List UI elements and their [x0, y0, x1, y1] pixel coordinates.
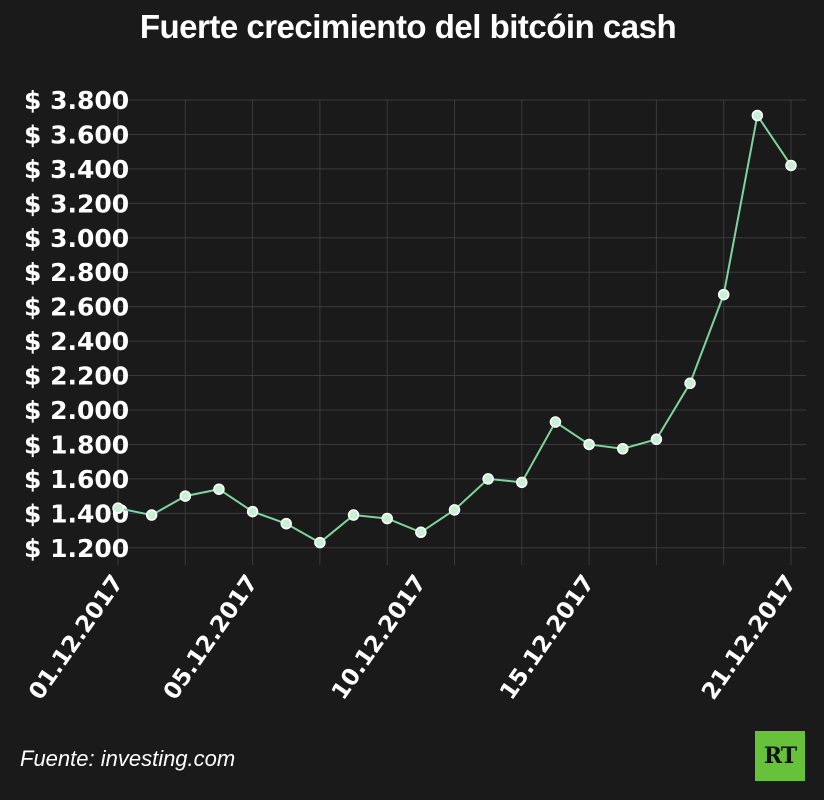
data-point-7	[347, 509, 360, 521]
data-point-9	[415, 526, 427, 539]
data-point-18	[717, 288, 730, 301]
y-tick-label: $ 2.400	[24, 327, 129, 356]
rt-logo-text: RT	[763, 743, 797, 769]
data-point-12	[516, 476, 528, 489]
data-point-0	[112, 502, 124, 514]
y-tick-label: $ 1.400	[24, 499, 129, 528]
x-tick-label: 10.12.2017	[327, 571, 432, 705]
data-point-11	[482, 473, 494, 485]
data-point-15	[617, 443, 629, 455]
grid-lines	[103, 99, 806, 565]
x-tick-label: 21.12.2017	[697, 571, 802, 705]
y-tick-label: $ 1.200	[24, 534, 129, 563]
data-point-1	[145, 509, 158, 521]
data-point-4	[246, 505, 259, 518]
data-point-2	[179, 490, 192, 502]
x-tick-label: 01.12.2017	[24, 571, 129, 705]
y-tick-label: $ 2.600	[24, 293, 129, 322]
y-tick-label: $ 1.800	[24, 430, 129, 459]
y-tick-label: $ 3.600	[24, 120, 129, 149]
data-point-5	[280, 517, 292, 530]
y-tick-label: $ 3.000	[24, 224, 129, 253]
data-point-3	[213, 483, 225, 495]
y-tick-label: $ 2.200	[24, 362, 129, 391]
chart-title: Fuerte crecimiento del bitcóin cash	[139, 8, 677, 45]
y-tick-label: $ 3.400	[24, 155, 129, 184]
data-point-13	[549, 416, 562, 428]
y-tick-label: $ 1.600	[24, 465, 129, 494]
y-tick-label: $ 2.800	[24, 258, 129, 287]
data-point-16	[650, 433, 663, 446]
source-note: Fuente: investing.com	[20, 746, 236, 771]
data-point-14	[583, 438, 595, 451]
rt-logo: RT	[755, 731, 805, 781]
data-point-10	[448, 504, 461, 516]
data-point-19	[751, 109, 764, 122]
data-point-17	[684, 377, 696, 390]
x-tick-label: 15.12.2017	[495, 571, 600, 705]
data-point-20	[785, 159, 797, 172]
data-point-8	[381, 512, 393, 525]
y-tick-label: $ 3.200	[24, 189, 129, 218]
x-tick-label: 05.12.2017	[159, 571, 264, 705]
x-axis-tick-labels: 01.12.2017 05.12.2017 10.12.2017 15.12.2017…	[24, 571, 802, 705]
data-point-6	[314, 536, 326, 549]
y-tick-label: $ 3.800	[24, 86, 129, 115]
series-layer	[112, 109, 797, 549]
y-tick-label: $ 2.000	[24, 396, 129, 425]
y-axis-tick-labels: $ 1.200 $ 1.400 $ 1.600 $ 1.800 $ 2.000 $ 2.2…	[24, 86, 129, 563]
